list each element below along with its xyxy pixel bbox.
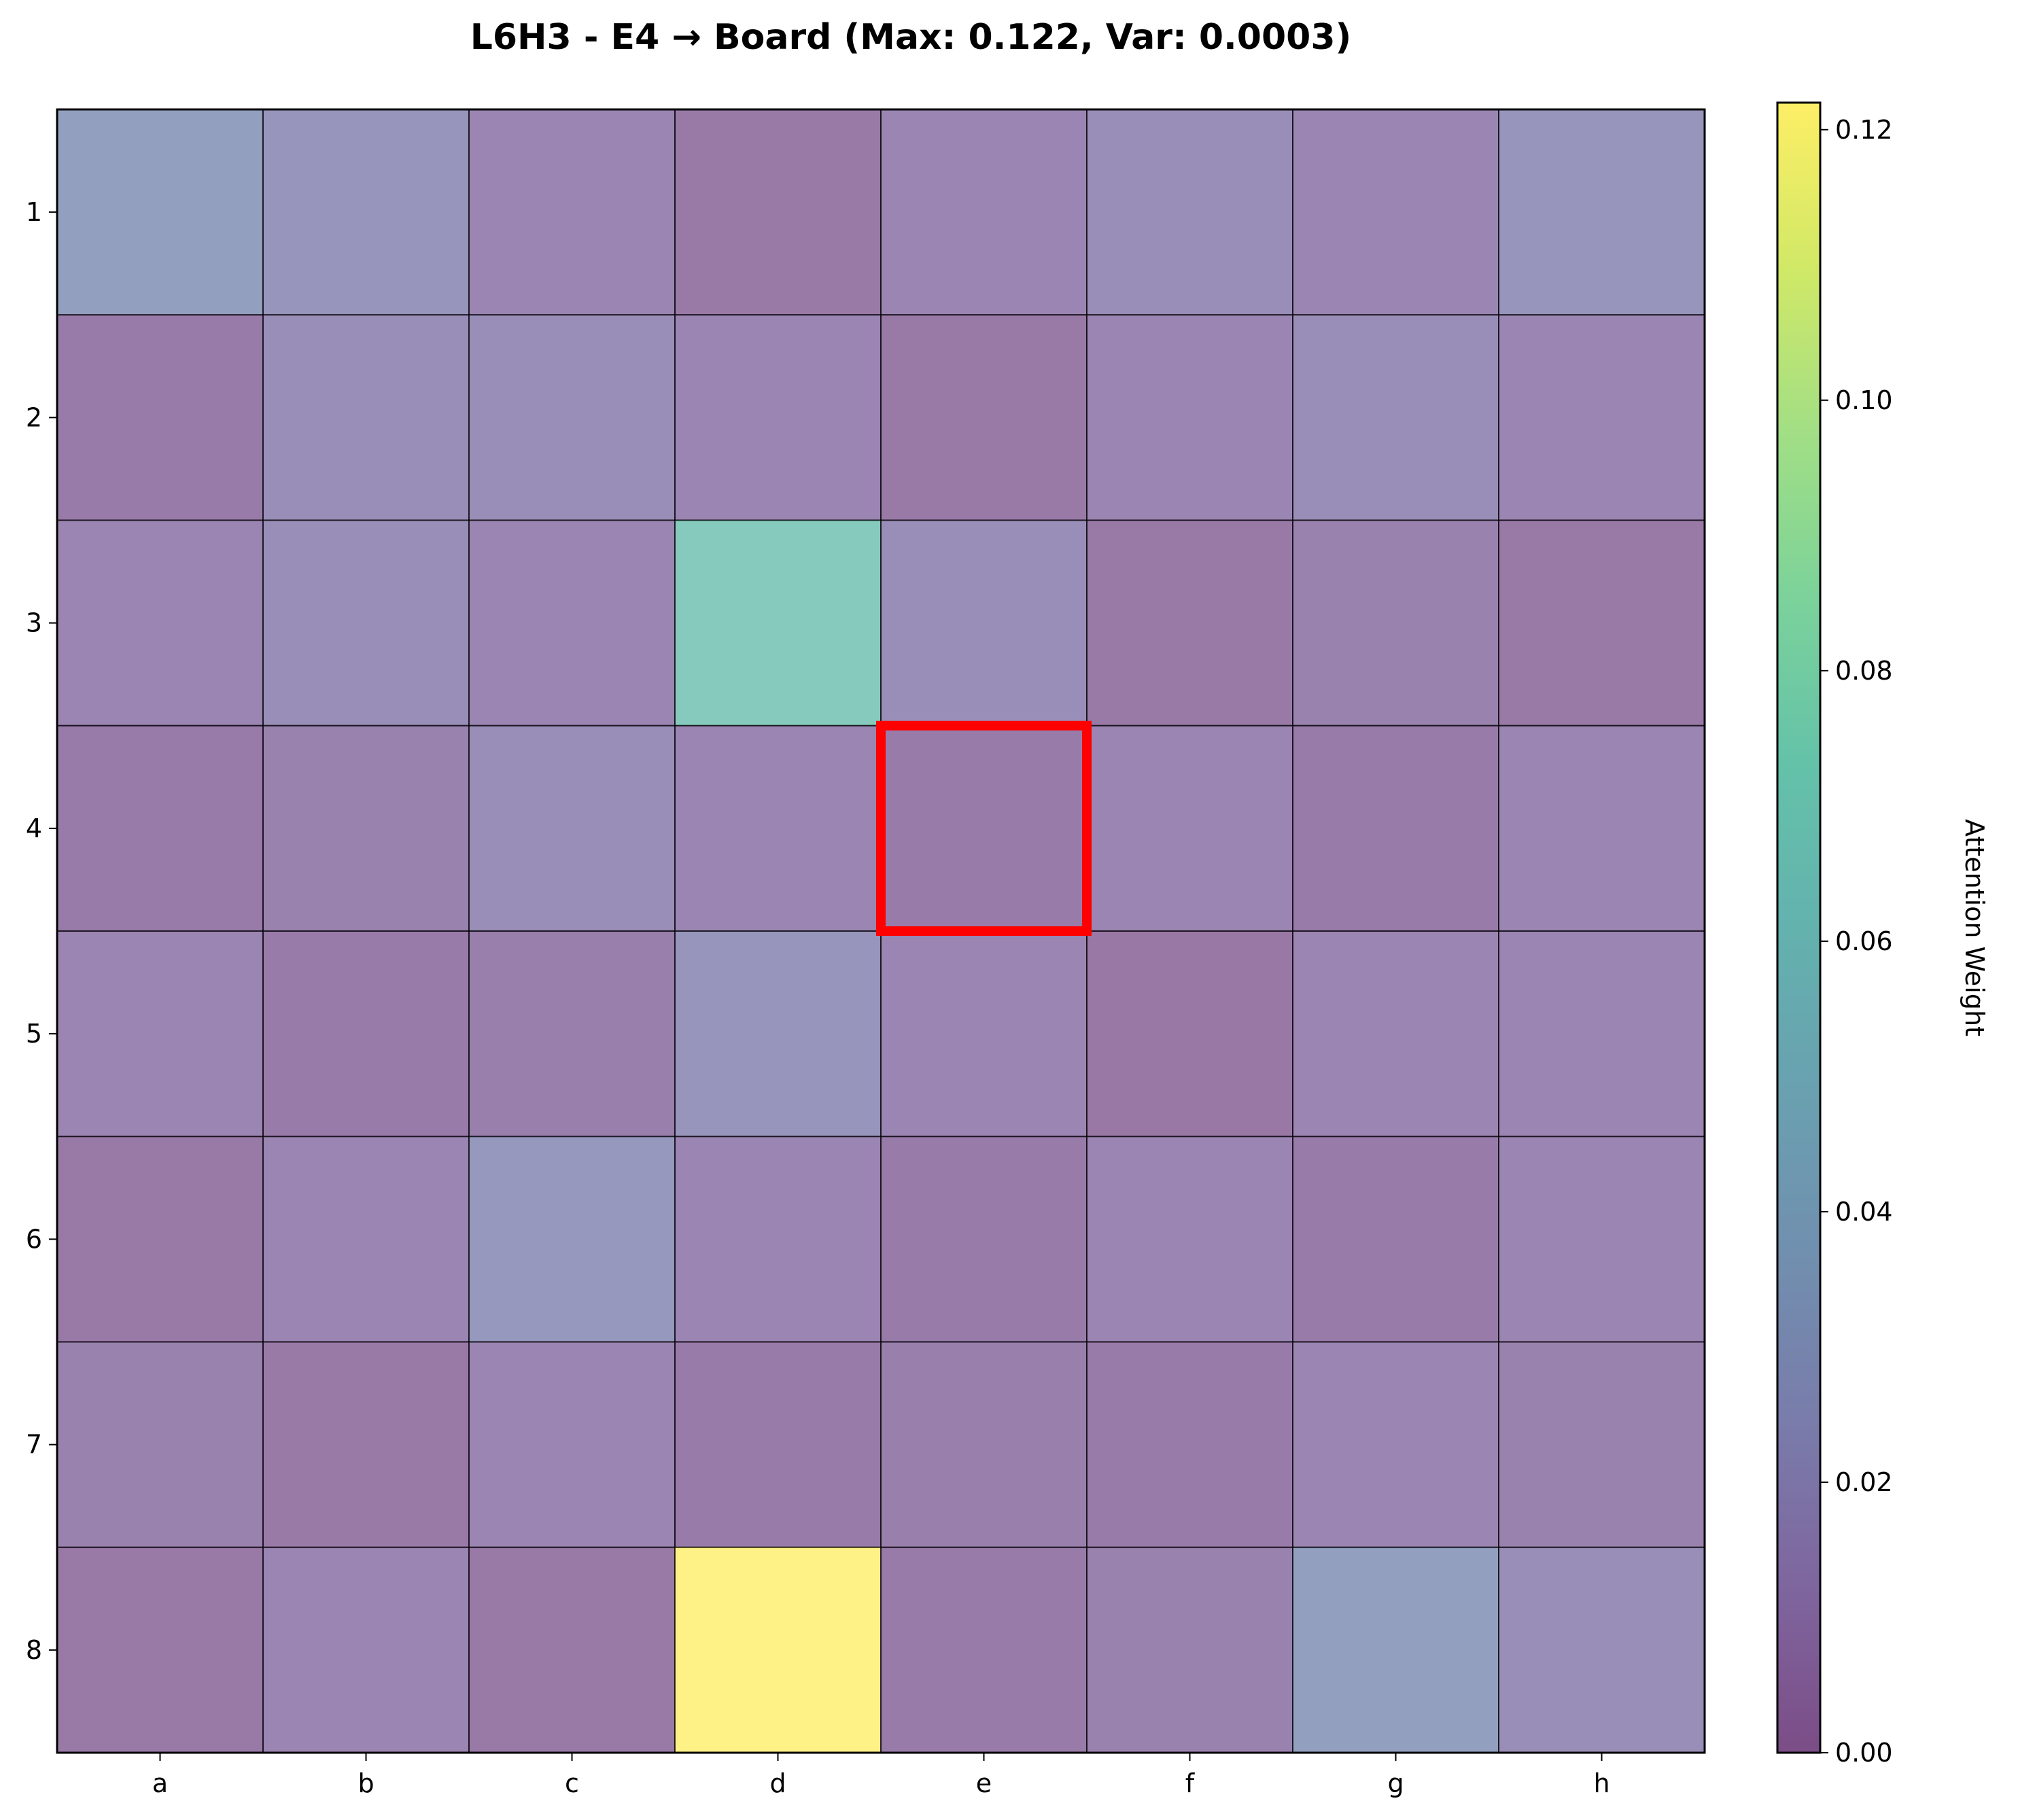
heatmap-cell-h7 [1498, 1341, 1705, 1548]
heatmap-cell-b1 [262, 109, 470, 316]
heatmap-cell-g8 [1292, 1546, 1499, 1753]
heatmap-cell-f6 [1086, 1136, 1293, 1343]
heatmap-cell-h5 [1498, 930, 1705, 1138]
heatmap-cell-a8 [56, 1546, 264, 1753]
y-tick-label: 1 [26, 197, 42, 227]
y-tick-label: 3 [26, 608, 42, 638]
heatmap-cell-c7 [468, 1341, 676, 1548]
heatmap-cell-a5 [56, 930, 264, 1138]
heatmap-cell-h6 [1498, 1136, 1705, 1343]
colorbar: 0.00 0.02 0.04 0.06 0.08 0.10 0.12 Attention W… [1776, 101, 1989, 1768]
heatmap-cell-e5 [880, 930, 1088, 1138]
colorbar-tick-label: 0.02 [1835, 1467, 1893, 1497]
x-tick-label: d [769, 1768, 786, 1798]
heatmap-cell-d6 [674, 1136, 882, 1343]
heatmap-cell-h4 [1498, 724, 1705, 932]
colorbar-tick-label: 0.10 [1835, 385, 1893, 415]
heatmap-cell-b6 [262, 1136, 470, 1343]
heatmap-cell-b5 [262, 930, 470, 1138]
heatmap-cell-h8 [1498, 1546, 1705, 1753]
heatmap-cell-b2 [262, 314, 470, 521]
heatmap-cell-d7 [674, 1341, 882, 1548]
chart-title: L6H3 - E4 → Board (Max: 0.122, Var: 0.00… [470, 17, 1352, 58]
x-axis-ticks: a b c d e f g h [152, 1753, 1610, 1798]
highlight-square [876, 720, 1092, 936]
heatmap-cell-c4 [468, 724, 676, 932]
heatmap-cell-e3 [880, 519, 1088, 727]
heatmap-cell-a7 [56, 1341, 264, 1548]
x-tick-label: a [152, 1768, 168, 1798]
heatmap-cell-e4 [880, 724, 1088, 932]
heatmap-cell-f2 [1086, 314, 1293, 521]
heatmap-cell-c8 [468, 1546, 676, 1753]
heatmap-cell-d3 [674, 519, 882, 727]
heatmap-cell-g5 [1292, 930, 1499, 1138]
heatmap-cell-f1 [1086, 109, 1293, 316]
x-tick-label: h [1593, 1768, 1610, 1798]
heatmap-cell-c6 [468, 1136, 676, 1343]
heatmap-cell-a1 [56, 109, 264, 316]
heatmap-cell-b4 [262, 724, 470, 932]
y-tick-label: 7 [26, 1430, 42, 1460]
heatmap-cell-a4 [56, 724, 264, 932]
heatmap-cell-a2 [56, 314, 264, 521]
heatmap-cell-g6 [1292, 1136, 1499, 1343]
heatmap-cell-c1 [468, 109, 676, 316]
heatmap-cell-a6 [56, 1136, 264, 1343]
heatmap-cell-e6 [880, 1136, 1088, 1343]
heatmap-cell-g7 [1292, 1341, 1499, 1548]
heatmap-cell-e2 [880, 314, 1088, 521]
heatmap-cell-d8 [674, 1546, 882, 1753]
colorbar-label: Attention Weight [1960, 819, 1989, 1036]
heatmap-cell-f3 [1086, 519, 1293, 727]
y-tick-label: 4 [26, 813, 42, 843]
heatmap-cell-h3 [1498, 519, 1705, 727]
x-tick-label: b [358, 1768, 374, 1798]
heatmap-cell-h1 [1498, 109, 1705, 316]
heatmap-cell-d1 [674, 109, 882, 316]
colorbar-tick-label: 0.00 [1835, 1738, 1893, 1768]
heatmap-cell-b7 [262, 1341, 470, 1548]
heatmap-cell-f4 [1086, 724, 1293, 932]
heatmap-cell-a3 [56, 519, 264, 727]
y-tick-label: 2 [26, 402, 42, 432]
heatmap-cell-d2 [674, 314, 882, 521]
heatmap-cell-c5 [468, 930, 676, 1138]
heatmap-cell-e8 [880, 1546, 1088, 1753]
heatmap-cell-d5 [674, 930, 882, 1138]
y-tick-label: 8 [26, 1635, 42, 1665]
heatmap-cell-f7 [1086, 1341, 1293, 1548]
x-tick-label: g [1387, 1768, 1404, 1798]
colorbar-ticks: 0.00 0.02 0.04 0.06 0.08 0.10 0.12 [1820, 115, 1893, 1768]
colorbar-tick-label: 0.12 [1835, 115, 1893, 145]
heatmap-cell-g3 [1292, 519, 1499, 727]
heatmap-cell-f8 [1086, 1546, 1293, 1753]
heatmap-cell-c3 [468, 519, 676, 727]
y-tick-label: 5 [26, 1019, 42, 1049]
heatmap-cell-e7 [880, 1341, 1088, 1548]
heatmap-cell-b3 [262, 519, 470, 727]
x-tick-label: c [565, 1768, 579, 1798]
y-axis-ticks: 1 2 3 4 5 6 7 8 [26, 197, 57, 1665]
x-tick-label: f [1185, 1768, 1196, 1798]
colorbar-tick-label: 0.06 [1835, 926, 1893, 956]
x-tick-label: e [976, 1768, 992, 1798]
heatmap-cell-f5 [1086, 930, 1293, 1138]
colorbar-gradient [1776, 101, 1822, 1754]
y-tick-label: 6 [26, 1224, 42, 1254]
heatmap-cell-b8 [262, 1546, 470, 1753]
heatmap-cell-c2 [468, 314, 676, 521]
heatmap-cell-d4 [674, 724, 882, 932]
heatmap-cell-g1 [1292, 109, 1499, 316]
colorbar-tick-label: 0.08 [1835, 656, 1893, 686]
heatmap-cells [56, 109, 1705, 1753]
heatmap-cell-e1 [880, 109, 1088, 316]
heatmap-cell-h2 [1498, 314, 1705, 521]
heatmap-cell-g4 [1292, 724, 1499, 932]
heatmap-cell-g2 [1292, 314, 1499, 521]
plot-frame [56, 108, 1706, 1754]
colorbar-tick-label: 0.04 [1835, 1197, 1893, 1227]
